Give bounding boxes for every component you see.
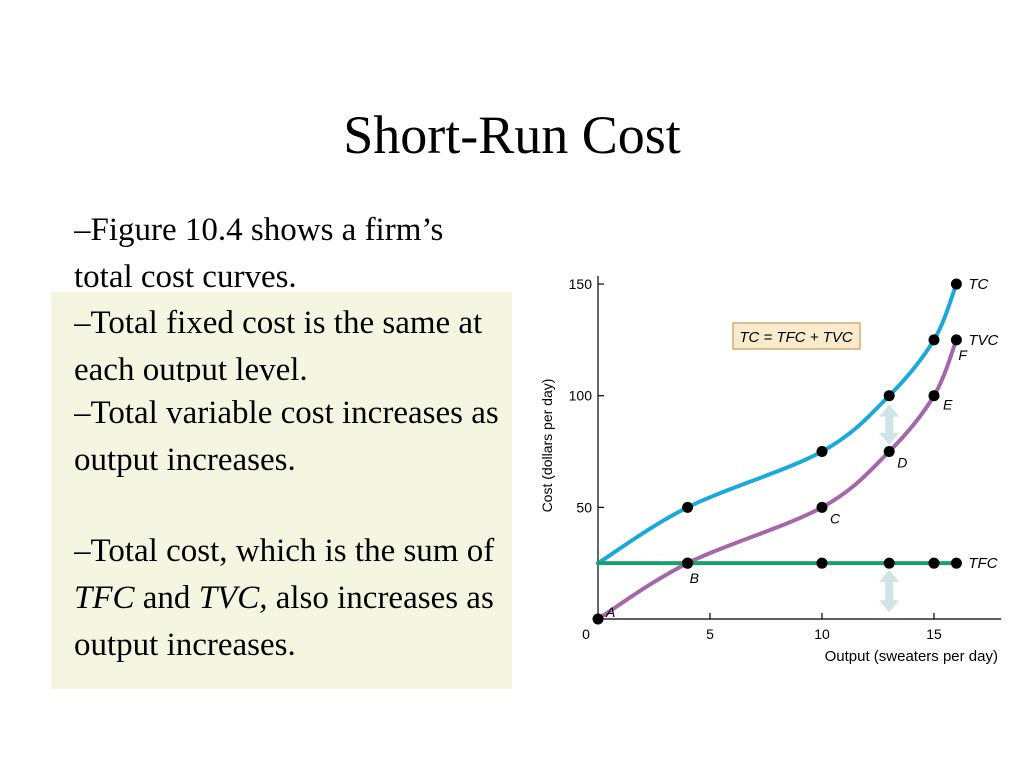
y-axis-label: Cost (dollars per day) bbox=[539, 379, 555, 513]
point-tc bbox=[883, 390, 895, 402]
point-labels: A B C D E F bbox=[605, 347, 968, 620]
difference-arrow bbox=[879, 404, 900, 445]
bullet-total-cost: –Total cost, which is the sum of TFC and… bbox=[74, 528, 514, 718]
point-tvc bbox=[928, 390, 940, 402]
bullet-total-cost-and: and bbox=[134, 580, 199, 616]
equation-label-box bbox=[732, 322, 861, 350]
point-tvc bbox=[592, 613, 604, 625]
point-label-d: D bbox=[897, 455, 907, 471]
bullet-total-cost-part1: –Total cost, which is the sum of bbox=[74, 533, 495, 569]
bullet-variable-cost: –Total variable cost increases as output… bbox=[74, 395, 499, 478]
bullet-fixed-cost: –Total fixed cost is the same at each ou… bbox=[74, 305, 483, 382]
point-label-c: C bbox=[830, 510, 841, 526]
point-tvc bbox=[950, 334, 962, 346]
difference-arrows bbox=[879, 404, 900, 613]
data-points bbox=[592, 278, 962, 625]
point-tvc bbox=[816, 501, 828, 513]
bullet-total-cost-tvc: TVC, bbox=[198, 580, 268, 616]
point-tfc bbox=[682, 557, 694, 569]
y-tick-label: 100 bbox=[569, 388, 593, 404]
point-tfc bbox=[950, 557, 962, 569]
point-label-b: B bbox=[690, 570, 699, 586]
point-tc bbox=[682, 501, 694, 513]
slide-title: Short-Run Cost bbox=[343, 105, 681, 165]
bullet-total-cost-part2: also increases as output increases. bbox=[74, 580, 494, 663]
point-label-f: F bbox=[958, 347, 968, 363]
difference-arrow bbox=[879, 569, 900, 613]
series-label-tfc: TFC bbox=[968, 555, 997, 572]
highlight-box bbox=[51, 292, 512, 689]
bullet-figure-intro: –Figure 10.4 shows a firm’s total cost c… bbox=[74, 212, 444, 295]
point-tc bbox=[928, 334, 940, 346]
point-tc bbox=[950, 278, 962, 290]
point-tfc bbox=[816, 557, 828, 569]
point-tfc bbox=[883, 557, 895, 569]
x-tick-label: 15 bbox=[926, 626, 942, 642]
series-labels: TC TVC TFC bbox=[968, 276, 998, 572]
point-label-a: A bbox=[605, 604, 615, 620]
y-ticks: 50 100 150 bbox=[569, 276, 604, 515]
x-tick-label: 0 bbox=[582, 626, 590, 642]
equation-label: TC = TFC + TVC bbox=[739, 329, 853, 346]
y-tick-label: 50 bbox=[576, 499, 592, 515]
series-label-tvc: TVC bbox=[968, 332, 998, 349]
point-tc bbox=[816, 446, 828, 458]
point-label-e: E bbox=[943, 397, 953, 413]
y-tick-label: 150 bbox=[569, 276, 593, 292]
point-tfc bbox=[928, 557, 940, 569]
point-tvc bbox=[883, 446, 895, 458]
x-ticks: 0 5 10 15 bbox=[582, 613, 942, 642]
series-label-tc: TC bbox=[968, 276, 988, 293]
cost-curves-chart: 50 100 150 0 5 10 15 Cost (dollars per day) O… bbox=[539, 276, 1002, 665]
bullet-total-cost-tfc: TFC bbox=[74, 580, 135, 616]
x-axis-label: Output (sweaters per day) bbox=[825, 648, 998, 665]
x-tick-label: 5 bbox=[706, 626, 714, 642]
x-tick-label: 10 bbox=[814, 626, 830, 642]
